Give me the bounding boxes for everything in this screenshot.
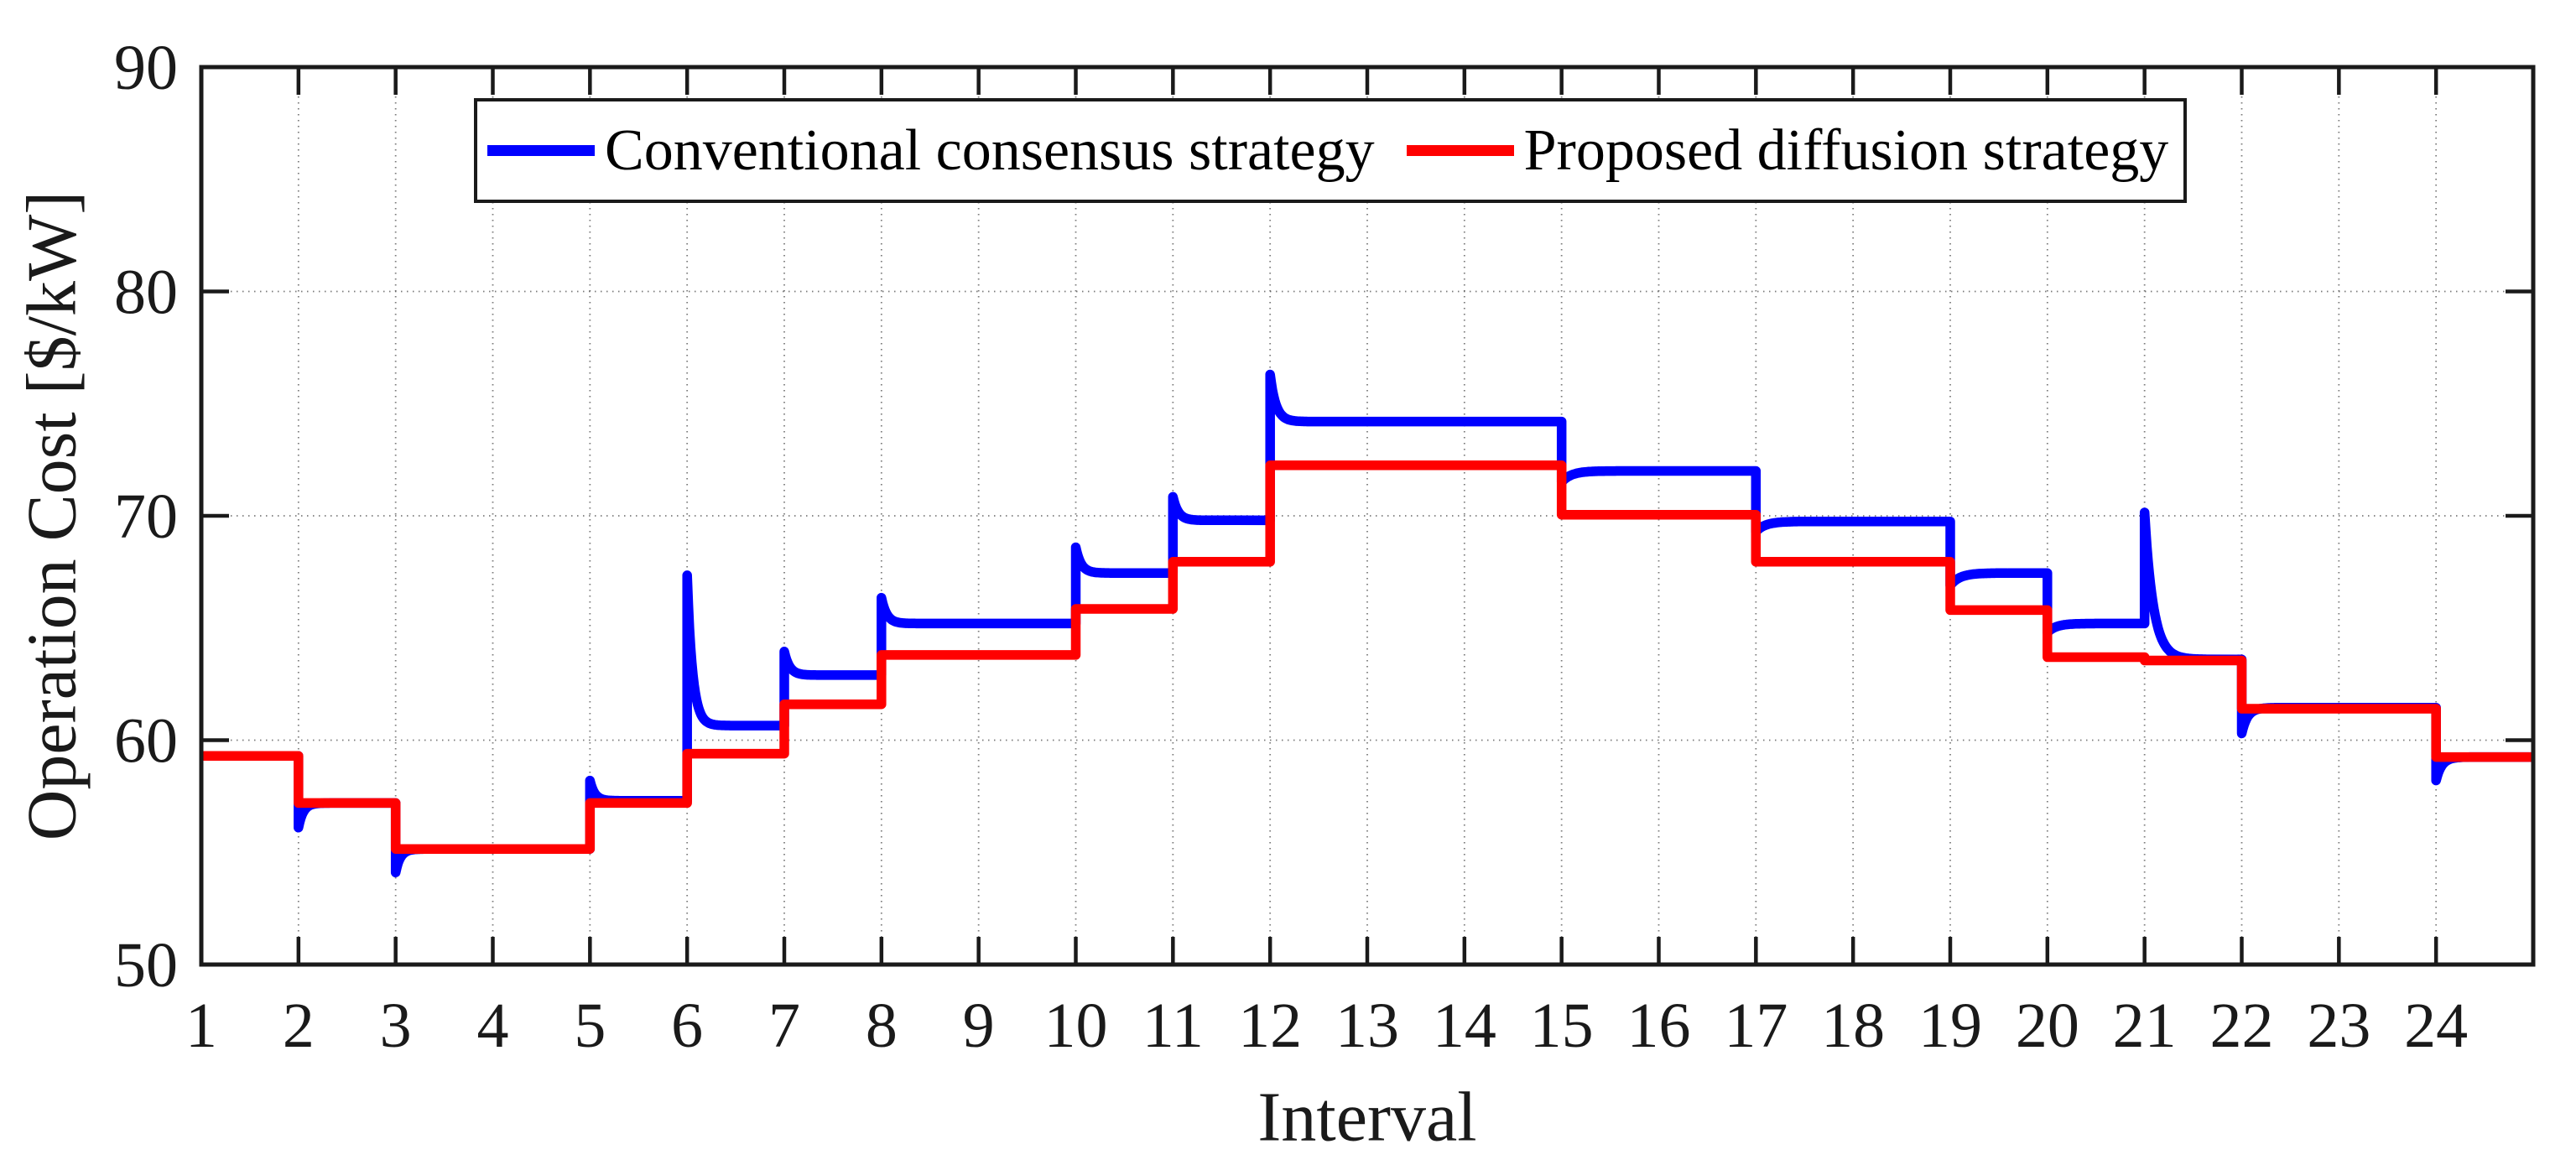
- legend-item-proposed: Proposed diffusion strategy: [1406, 117, 2169, 185]
- x-tick-label: 9: [963, 991, 995, 1061]
- gridlines: [201, 67, 2533, 965]
- x-tick-label: 15: [1530, 991, 1594, 1061]
- y-tick-label: 90: [114, 33, 178, 103]
- legend-item-conventional: Conventional consensus strategy: [487, 117, 1375, 185]
- x-tick-label: 4: [477, 991, 509, 1061]
- y-tick-label: 50: [114, 930, 178, 1001]
- legend-label-conventional: Conventional consensus strategy: [605, 117, 1375, 183]
- x-tick-label: 3: [380, 991, 412, 1061]
- x-tick-label: 18: [1821, 991, 1885, 1061]
- axis-ticks: [199, 65, 2533, 967]
- x-tick-label: 22: [2210, 991, 2274, 1061]
- x-tick-label: 14: [1433, 991, 1496, 1061]
- x-tick-label: 10: [1044, 991, 1108, 1061]
- x-tick-label: 8: [866, 991, 898, 1061]
- legend: Conventional consensus strategy Proposed…: [474, 98, 2188, 203]
- x-tick-label: 7: [768, 991, 800, 1061]
- x-tick-label: 11: [1142, 991, 1204, 1061]
- x-tick-label: 1: [185, 991, 217, 1061]
- y-tick-label: 60: [114, 706, 178, 777]
- y-tick-label: 80: [114, 257, 178, 328]
- tick-labels: 1 2 3 4 5 6 7 8 9 10 11 12 13 14 15 16 17 18 19 20 21 22 23 245…: [114, 33, 2468, 1061]
- x-tick-label: 17: [1724, 991, 1788, 1061]
- x-tick-label: 24: [2404, 991, 2468, 1061]
- x-tick-label: 21: [2113, 991, 2177, 1061]
- legend-label-proposed: Proposed diffusion strategy: [1523, 117, 2169, 183]
- x-tick-label: 16: [1627, 991, 1691, 1061]
- y-tick-label: 70: [114, 481, 178, 552]
- x-tick-label: 6: [671, 991, 703, 1061]
- proposed-line-swatch: [1406, 145, 1514, 156]
- x-axis-label: Interval: [1257, 1078, 1477, 1157]
- plot-border: [199, 65, 2536, 967]
- x-tick-label: 13: [1335, 991, 1399, 1061]
- y-axis-label: Operation Cost [$/kW]: [13, 190, 91, 841]
- x-tick-label: 2: [283, 991, 315, 1061]
- x-tick-label: 12: [1238, 991, 1302, 1061]
- x-tick-label: 20: [2016, 991, 2079, 1061]
- series-proposed-line: [201, 460, 2533, 854]
- conventional-line-swatch: [487, 145, 595, 156]
- x-tick-label: 19: [1918, 991, 1982, 1061]
- x-tick-label: 23: [2307, 991, 2370, 1061]
- x-tick-label: 5: [574, 991, 606, 1061]
